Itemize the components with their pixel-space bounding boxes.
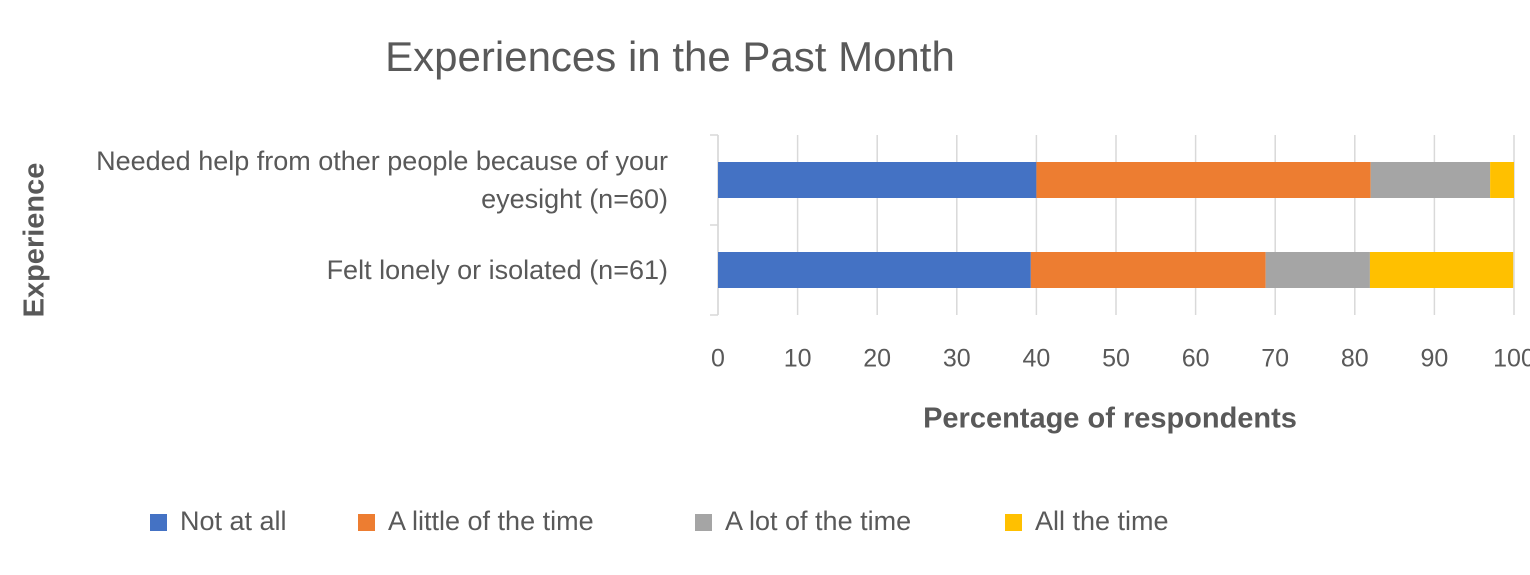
legend-label: A little of the time bbox=[388, 506, 594, 536]
y-axis-title: Experience bbox=[19, 163, 51, 318]
bar-segment bbox=[718, 252, 1031, 288]
bar-segment bbox=[1036, 162, 1371, 198]
bar-segment bbox=[1030, 252, 1266, 288]
legend-swatch bbox=[358, 514, 375, 531]
bar-segment bbox=[1370, 162, 1491, 198]
x-axis-title: Percentage of respondents bbox=[923, 403, 1297, 435]
x-tick-label: 80 bbox=[1341, 345, 1369, 373]
y-tick-label: Felt lonely or isolated (n=61) bbox=[326, 255, 668, 285]
x-tick-label: 30 bbox=[943, 345, 971, 373]
x-tick-label: 40 bbox=[1022, 345, 1050, 373]
legend-label: All the time bbox=[1035, 506, 1169, 536]
x-tick-label: 70 bbox=[1261, 345, 1289, 373]
x-tick-label: 10 bbox=[784, 345, 812, 373]
bar-segment bbox=[718, 162, 1037, 198]
x-tick-label: 60 bbox=[1182, 345, 1210, 373]
legend-label: Not at all bbox=[180, 506, 287, 536]
x-tick-label: 50 bbox=[1102, 345, 1130, 373]
legend-swatch bbox=[1005, 514, 1022, 531]
x-tick-label: 100 bbox=[1493, 345, 1530, 373]
bar-segment bbox=[1369, 252, 1514, 288]
legend-swatch bbox=[695, 514, 712, 531]
bar-segment bbox=[1490, 162, 1514, 198]
y-tick-label: Needed help from other people because of… bbox=[96, 146, 668, 214]
legend-label: A lot of the time bbox=[725, 506, 911, 536]
bar-segment bbox=[1265, 252, 1370, 288]
x-tick-label: 20 bbox=[863, 345, 891, 373]
legend-swatch bbox=[150, 514, 167, 531]
x-tick-label: 0 bbox=[711, 345, 725, 373]
chart-title: Experiences in the Past Month bbox=[385, 33, 955, 80]
x-tick-label: 90 bbox=[1420, 345, 1448, 373]
